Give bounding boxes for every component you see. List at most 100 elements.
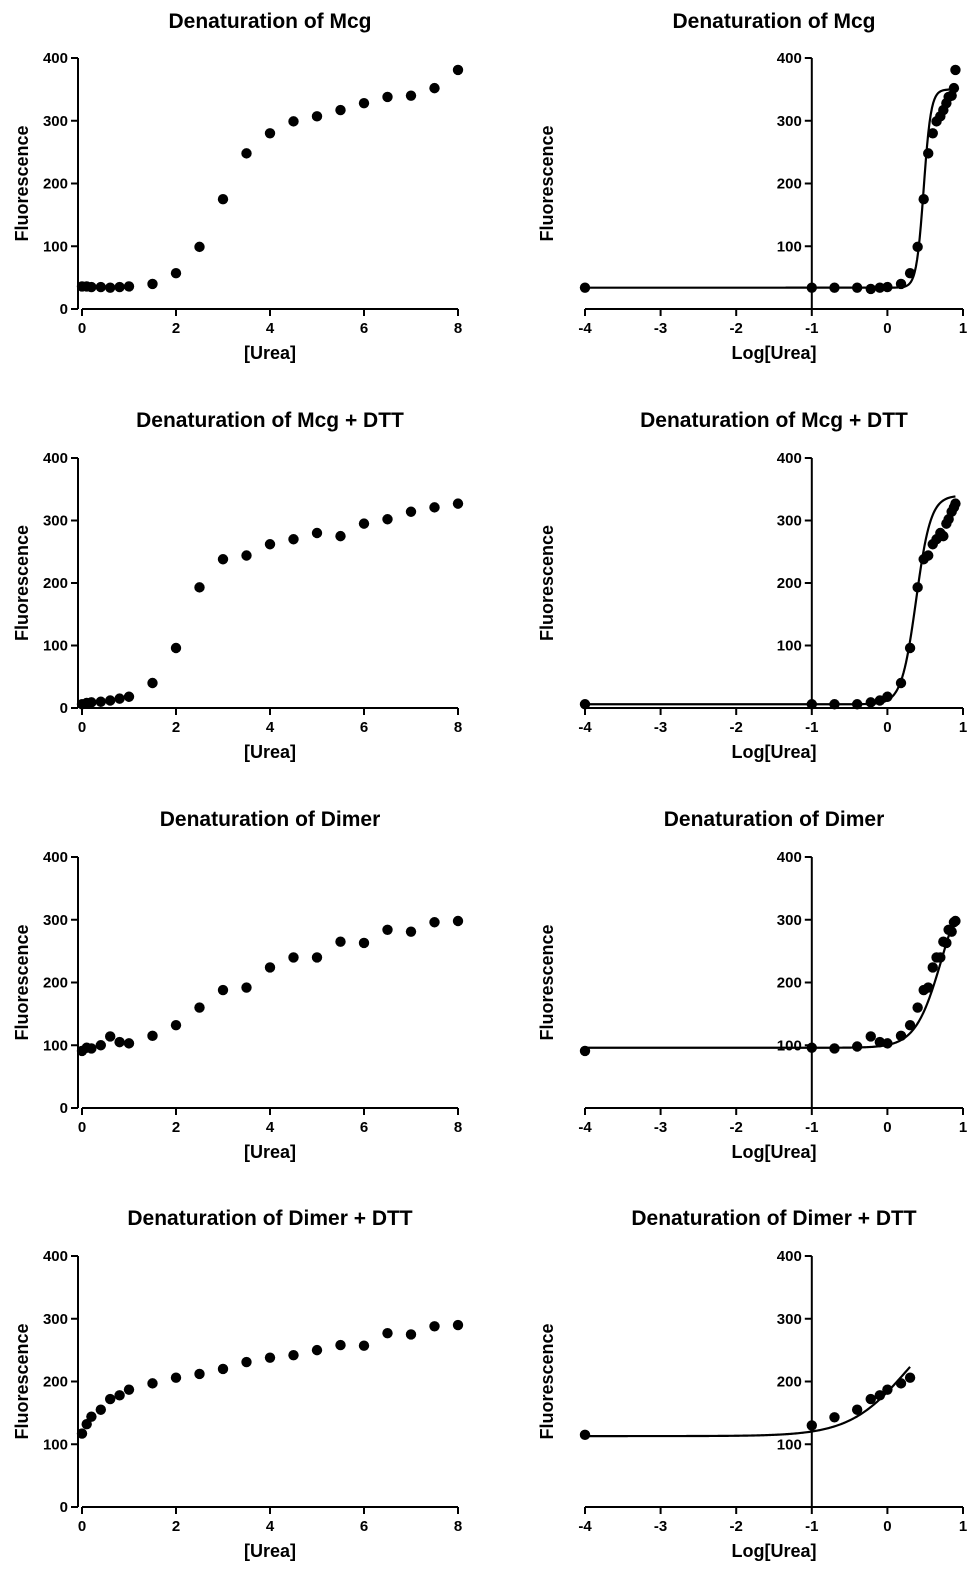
chart-title: Denaturation of Dimer xyxy=(160,808,381,831)
x-tick-label: -1 xyxy=(805,320,818,337)
x-tick-label: 0 xyxy=(883,1119,891,1136)
y-axis-label: Fluorescence xyxy=(537,125,557,241)
data-point xyxy=(358,1340,370,1351)
y-axis-label: Fluorescence xyxy=(12,525,32,641)
y-tick-label: 300 xyxy=(43,513,68,530)
data-point xyxy=(405,926,417,937)
data-point xyxy=(264,1352,276,1363)
data-point xyxy=(429,1321,440,1332)
data-point xyxy=(147,1030,158,1042)
x-axis-label: Log[Urea] xyxy=(732,1142,817,1162)
y-axis-label: Fluorescence xyxy=(537,525,557,641)
data-point xyxy=(579,1429,591,1441)
data-point xyxy=(382,91,393,103)
y-tick-label: 100 xyxy=(777,1037,802,1054)
data-point xyxy=(806,699,817,710)
data-point xyxy=(311,111,323,122)
data-point xyxy=(335,530,346,542)
data-point xyxy=(806,1042,817,1053)
data-point xyxy=(904,1372,916,1383)
data-point xyxy=(95,1404,107,1415)
x-axis-label: Log[Urea] xyxy=(732,343,817,363)
data-point xyxy=(241,550,252,561)
data-point xyxy=(895,1378,907,1389)
x-axis-label: [Urea] xyxy=(244,1541,296,1561)
data-point xyxy=(829,1043,840,1054)
y-tick-label: 100 xyxy=(43,638,68,655)
data-point xyxy=(950,64,961,76)
chart-panel-1: Denaturation of Mcg 0 2 4 6 8 0 100 200 300 400 [Ur… xyxy=(12,10,464,363)
x-tick-label: 0 xyxy=(78,1119,86,1136)
x-tick-label: 2 xyxy=(172,1518,180,1535)
data-point xyxy=(912,241,923,253)
data-point xyxy=(927,962,938,973)
data-point xyxy=(241,148,252,159)
y-tick-label: 200 xyxy=(43,575,68,592)
chart-title: Denaturation of Mcg xyxy=(169,10,372,33)
data-point xyxy=(114,693,125,704)
data-point xyxy=(123,1384,135,1395)
data-point xyxy=(895,677,907,689)
data-point xyxy=(95,696,107,707)
x-tick-label: 8 xyxy=(454,1119,462,1136)
x-tick-label: -1 xyxy=(805,1119,818,1136)
x-tick-label: -3 xyxy=(654,320,667,337)
y-tick-label: 400 xyxy=(43,450,68,467)
data-point xyxy=(241,1356,252,1368)
data-point xyxy=(935,952,946,963)
data-point xyxy=(217,1363,229,1375)
y-tick-label: 200 xyxy=(777,176,802,193)
data-point xyxy=(912,1002,923,1013)
y-tick-label: 0 xyxy=(60,1100,68,1117)
data-point xyxy=(895,278,907,290)
y-tick-label: 100 xyxy=(777,238,802,255)
data-point xyxy=(217,984,229,996)
y-tick-label: 400 xyxy=(43,50,68,67)
data-point xyxy=(579,699,591,710)
chart-panel-8: Denaturation of Dimer + DTT -4 -3 -2 -1 0 1 100… xyxy=(537,1207,967,1561)
data-point xyxy=(950,498,961,509)
data-point xyxy=(806,1420,817,1431)
data-point xyxy=(429,502,440,513)
data-point xyxy=(806,282,817,293)
data-point xyxy=(882,1038,893,1049)
data-point xyxy=(123,691,135,702)
x-tick-label: 4 xyxy=(266,320,275,337)
data-point xyxy=(170,1019,182,1031)
chart-panel-2: Denaturation of Mcg -4 -3 -2 -1 0 1 100 200 300 40… xyxy=(537,10,967,363)
data-point xyxy=(241,982,252,993)
y-tick-label: 400 xyxy=(43,1248,68,1265)
data-point xyxy=(335,104,346,116)
data-point xyxy=(452,915,464,927)
data-point xyxy=(86,1043,97,1054)
x-tick-label: -1 xyxy=(805,1518,818,1535)
data-point xyxy=(927,128,938,139)
y-axis-label: Fluorescence xyxy=(537,924,557,1040)
x-tick-label: -2 xyxy=(730,320,743,337)
data-point xyxy=(882,1384,893,1395)
data-point xyxy=(382,514,393,525)
x-tick-label: 2 xyxy=(172,320,180,337)
x-tick-label: -4 xyxy=(578,1518,592,1535)
x-tick-label: -3 xyxy=(654,1518,667,1535)
y-tick-label: 100 xyxy=(43,1436,68,1453)
data-point xyxy=(579,1045,591,1057)
y-tick-label: 100 xyxy=(43,1037,68,1054)
data-point xyxy=(429,917,440,928)
data-point xyxy=(114,1036,125,1048)
x-tick-label: 0 xyxy=(883,1518,891,1535)
y-tick-label: 300 xyxy=(43,1311,68,1328)
data-point xyxy=(829,282,840,293)
data-point xyxy=(105,1393,116,1405)
data-point xyxy=(851,699,863,710)
data-point xyxy=(95,281,107,293)
y-tick-label: 0 xyxy=(60,301,68,318)
data-point xyxy=(264,128,276,139)
x-tick-label: -4 xyxy=(578,1119,592,1136)
data-point xyxy=(288,534,299,545)
chart-title: Denaturation of Mcg + DTT xyxy=(640,409,908,432)
data-point xyxy=(865,697,876,708)
y-tick-label: 200 xyxy=(777,975,802,992)
x-tick-label: 6 xyxy=(360,719,368,736)
